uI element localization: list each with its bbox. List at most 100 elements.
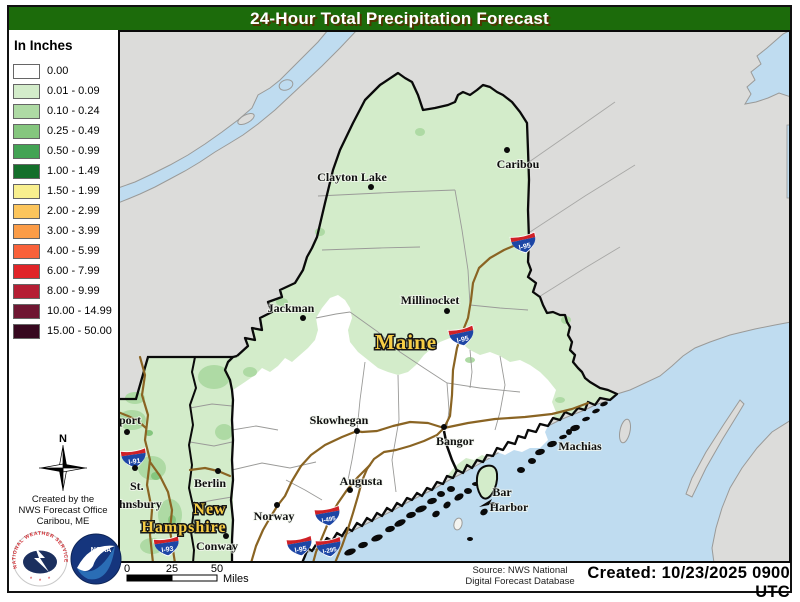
legend-item: 0.10 - 0.24	[13, 101, 118, 121]
city-dot	[347, 487, 353, 493]
legend-range-label: 1.00 - 1.49	[47, 165, 100, 177]
canada-boundaries	[528, 101, 636, 301]
legend-range-label: 8.00 - 9.99	[47, 285, 100, 297]
city-dot	[300, 315, 306, 321]
city-dot	[124, 429, 130, 435]
nh-county-lines	[189, 403, 233, 505]
legend-swatch	[13, 203, 40, 219]
legend-item: 1.00 - 1.49	[13, 161, 118, 181]
source-block: Source: NWS National Digital Forecast Da…	[430, 565, 610, 587]
legend-swatch	[13, 243, 40, 259]
nws-stars: * * *	[30, 577, 51, 585]
scale-tick-0: 0	[124, 563, 130, 575]
scale-unit: Miles	[223, 573, 249, 585]
city-label: Machias	[558, 439, 602, 453]
noaa-text: NOAA	[91, 547, 112, 554]
city-labels: Clayton Lake Caribou Millinocket Jackman…	[118, 156, 603, 554]
city-label: Norway	[254, 509, 295, 523]
compass-rose: N	[39, 433, 87, 491]
penobscot-river	[442, 430, 459, 472]
international-border	[118, 355, 233, 401]
i295-shield: I-295	[314, 535, 341, 558]
created-timestamp: Created: 10/23/2025 0900 UTC	[587, 564, 790, 601]
legend-item: 10.00 - 14.99	[13, 301, 118, 321]
legend-swatch	[13, 223, 40, 239]
legend-swatch	[13, 163, 40, 179]
vt-nh-border	[187, 356, 198, 563]
forecast-map: I-95 I-95 I-95 I-295 I-495	[118, 30, 791, 563]
city-dot	[354, 428, 360, 434]
legend-item: 1.50 - 1.99	[13, 181, 118, 201]
source-line2: Digital Forecast Database	[465, 576, 575, 587]
legend-swatch	[13, 63, 40, 79]
legend-swatch	[13, 323, 40, 339]
city-dot	[504, 147, 510, 153]
legend-swatch	[13, 263, 40, 279]
legend-swatch	[13, 143, 40, 159]
svg-text:I-95: I-95	[294, 546, 307, 555]
legend-item: 2.00 - 2.99	[13, 201, 118, 221]
i95-shield: I-95	[509, 231, 536, 254]
legend-range-label: 6.00 - 7.99	[47, 265, 100, 277]
scale-bar: 0 25 50 Miles	[124, 563, 249, 585]
grand-manan-island	[619, 418, 631, 444]
svg-text:I-295: I-295	[322, 546, 338, 555]
compass-north-label: N	[59, 433, 67, 445]
nws-logo: NATIONAL WEATHER SERVICE * * *	[11, 531, 68, 587]
scale-segment-empty	[171, 574, 218, 582]
bar-harbor-arrow	[479, 499, 492, 507]
precip-legend: In Inches 0.00 0.01 - 0.09 0.10 - 0.24 0…	[9, 32, 118, 341]
svg-text:I-495: I-495	[321, 515, 337, 524]
legend-range-label: 2.00 - 2.99	[47, 205, 100, 217]
mount-desert-island	[475, 464, 499, 500]
river-island	[237, 112, 255, 126]
legend-title: In Inches	[14, 38, 73, 53]
city-label: Caribou	[497, 157, 540, 171]
svg-text:*: *	[48, 577, 51, 583]
clipped-city-label: St.	[130, 479, 144, 493]
legend-range-label: 15.00 - 50.00	[47, 325, 112, 337]
legend-swatch	[13, 283, 40, 299]
svg-text:I-93: I-93	[161, 546, 174, 555]
city-label: Clayton Lake	[317, 170, 387, 184]
city-dot	[215, 468, 221, 474]
city-dot	[566, 429, 572, 435]
city-label: Berlin	[194, 476, 226, 490]
legend-swatch	[13, 103, 40, 119]
city-label: Skowhegan	[310, 413, 369, 427]
scale-segment-filled	[126, 574, 173, 582]
scale-tick-50: 50	[211, 563, 223, 575]
legend-swatch	[13, 83, 40, 99]
svg-text:I-95: I-95	[456, 335, 469, 344]
compass-star	[39, 445, 87, 491]
vt-road	[118, 410, 148, 430]
legend-range-label: 10.00 - 14.99	[47, 305, 112, 317]
i91-shield: I-91	[119, 447, 147, 469]
city-dot	[223, 533, 229, 539]
digby-neck	[685, 399, 745, 498]
credit-line1: Created by the	[31, 494, 95, 505]
credit-block: Created by the NWS Forecast Office Carib…	[9, 494, 117, 527]
i95-shield: I-95	[285, 534, 312, 557]
legend-item: 0.50 - 0.99	[13, 141, 118, 161]
credit-line3: Caribou, ME	[36, 516, 90, 527]
legend-swatch	[13, 303, 40, 319]
noaa-logo: NOAA	[70, 533, 122, 585]
nh-route2-road	[188, 466, 232, 478]
route2-road	[249, 420, 446, 563]
legend-range-label: 1.50 - 1.99	[47, 185, 100, 197]
legend-item: 8.00 - 9.99	[13, 281, 118, 301]
bar-harbor-label-line1: Bar	[492, 485, 512, 499]
city-dot	[444, 308, 450, 314]
legend-range-label: 4.00 - 5.99	[47, 245, 100, 257]
credit-line2: NWS Forecast Office	[18, 505, 108, 516]
city-dot	[132, 465, 138, 471]
svg-text:I-95: I-95	[518, 242, 531, 251]
legend-range-label: 3.00 - 3.99	[47, 225, 100, 237]
new-hampshire-label-line2: Hampshire	[141, 519, 226, 536]
clipped-city-label: port	[119, 413, 141, 427]
legend-item: 0.00	[13, 61, 118, 81]
st-lawrence-river	[118, 30, 358, 204]
maine-county-lines	[231, 189, 529, 501]
legend-item: 4.00 - 5.99	[13, 241, 118, 261]
